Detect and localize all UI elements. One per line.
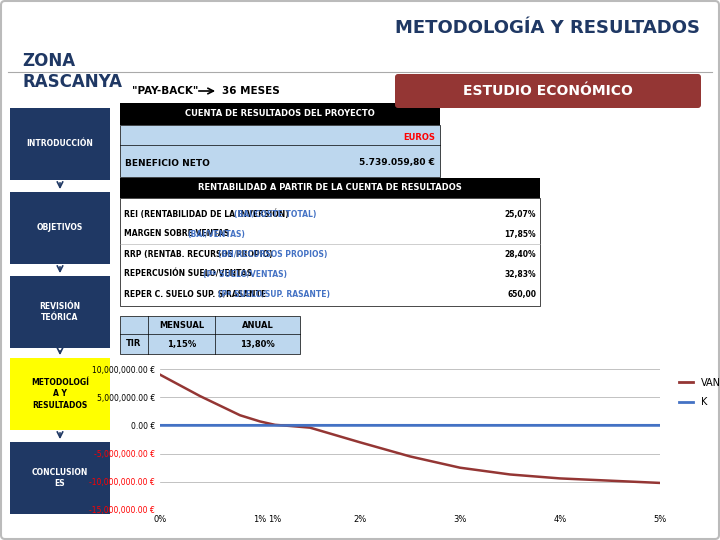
Text: ANUAL: ANUAL bbox=[242, 321, 274, 329]
Text: RRP (RENTAB. RECURSOS PROPIO): RRP (RENTAB. RECURSOS PROPIO) bbox=[124, 249, 275, 259]
VAN bbox=[235, 412, 244, 418]
FancyBboxPatch shape bbox=[395, 74, 701, 108]
Text: 17,85%: 17,85% bbox=[505, 230, 536, 239]
VAN bbox=[556, 475, 564, 482]
Bar bbox=[120, 178, 540, 198]
K bbox=[235, 422, 244, 429]
Text: ESTUDIO ECONÓMICO: ESTUDIO ECONÓMICO bbox=[463, 84, 633, 98]
VAN bbox=[156, 372, 164, 378]
Text: BENEFICIO NETO: BENEFICIO NETO bbox=[125, 159, 210, 167]
VAN bbox=[505, 471, 514, 478]
Text: 650,00: 650,00 bbox=[507, 289, 536, 299]
Bar bbox=[10, 108, 110, 180]
K bbox=[286, 422, 294, 429]
Line: VAN: VAN bbox=[160, 375, 660, 483]
Bar bbox=[10, 358, 110, 430]
Text: 36 MESES: 36 MESES bbox=[222, 86, 280, 96]
Text: MARGEN SOBRE VENTAS: MARGEN SOBRE VENTAS bbox=[124, 230, 232, 239]
Bar bbox=[120, 103, 440, 125]
Bar bbox=[120, 316, 300, 354]
K bbox=[271, 422, 279, 429]
Text: 5.739.059,80 €: 5.739.059,80 € bbox=[359, 159, 435, 167]
Text: 13,80%: 13,80% bbox=[240, 340, 275, 348]
K bbox=[405, 422, 414, 429]
VAN bbox=[656, 480, 665, 486]
Text: REI (RENTABILIDAD DE LA INVERSIÓN): REI (RENTABILIDAD DE LA INVERSIÓN) bbox=[124, 209, 292, 219]
VAN bbox=[271, 422, 279, 428]
Text: CUENTA DE RESULTADOS DEL PROYECTO: CUENTA DE RESULTADOS DEL PROYECTO bbox=[185, 110, 375, 118]
Text: METODOLOGÍ
A Y
RESULTADOS: METODOLOGÍ A Y RESULTADOS bbox=[31, 379, 89, 410]
Text: REVISIÓN
TEÓRICA: REVISIÓN TEÓRICA bbox=[40, 302, 81, 322]
Text: REPER C. SUELO SUP. S/RASANTE: REPER C. SUELO SUP. S/RASANTE bbox=[124, 289, 269, 299]
Text: INTRODUCCIÓN: INTRODUCCIÓN bbox=[27, 139, 94, 148]
Legend: VAN, K: VAN, K bbox=[675, 374, 720, 411]
Text: ZONA
RASCANYA: ZONA RASCANYA bbox=[22, 52, 122, 91]
Text: "PAY-BACK": "PAY-BACK" bbox=[132, 86, 199, 96]
K bbox=[156, 422, 164, 429]
VAN bbox=[356, 439, 364, 446]
Text: REPERCUSIÓN SUELO/VENTAS: REPERCUSIÓN SUELO/VENTAS bbox=[124, 269, 255, 279]
Text: (BAI/COSTE TOTAL): (BAI/COSTE TOTAL) bbox=[234, 210, 317, 219]
Bar bbox=[120, 125, 440, 177]
VAN bbox=[405, 453, 414, 460]
Text: TIR: TIR bbox=[126, 340, 142, 348]
Bar bbox=[10, 192, 110, 264]
Text: 28,40%: 28,40% bbox=[505, 249, 536, 259]
K bbox=[505, 422, 514, 429]
K bbox=[556, 422, 564, 429]
Text: MENSUAL: MENSUAL bbox=[159, 321, 204, 329]
K bbox=[356, 422, 364, 429]
Text: OBJETIVOS: OBJETIVOS bbox=[37, 224, 83, 233]
Bar bbox=[120, 198, 540, 306]
K bbox=[456, 422, 464, 429]
Text: (BAI/VENTAS): (BAI/VENTAS) bbox=[187, 230, 245, 239]
K bbox=[606, 422, 614, 429]
Text: (BN/RECURSOS PROPIOS): (BN/RECURSOS PROPIOS) bbox=[218, 249, 328, 259]
Text: 25,07%: 25,07% bbox=[505, 210, 536, 219]
VAN bbox=[306, 424, 315, 431]
VAN bbox=[196, 393, 204, 399]
VAN bbox=[606, 477, 614, 484]
Text: CONCLUSION
ES: CONCLUSION ES bbox=[32, 468, 88, 488]
Bar bbox=[10, 276, 110, 348]
K bbox=[656, 422, 665, 429]
VAN bbox=[456, 464, 464, 471]
VAN bbox=[256, 418, 264, 424]
K bbox=[196, 422, 204, 429]
Text: 1,15%: 1,15% bbox=[167, 340, 196, 348]
Text: (Pº SUELO/SUP. RASANTE): (Pº SUELO/SUP. RASANTE) bbox=[218, 289, 330, 299]
Text: RENTABILIDAD A PARTIR DE LA CUENTA DE RESULTADOS: RENTABILIDAD A PARTIR DE LA CUENTA DE RE… bbox=[198, 184, 462, 192]
VAN bbox=[286, 423, 294, 429]
Text: METODOLOGÍA Y RESULTADOS: METODOLOGÍA Y RESULTADOS bbox=[395, 19, 700, 37]
K bbox=[306, 422, 315, 429]
K bbox=[256, 422, 264, 429]
Bar bbox=[10, 442, 110, 514]
Text: (Pº SUELO/VENTAS): (Pº SUELO/VENTAS) bbox=[203, 269, 287, 279]
Text: EUROS: EUROS bbox=[403, 132, 435, 141]
Text: 32,83%: 32,83% bbox=[505, 269, 536, 279]
